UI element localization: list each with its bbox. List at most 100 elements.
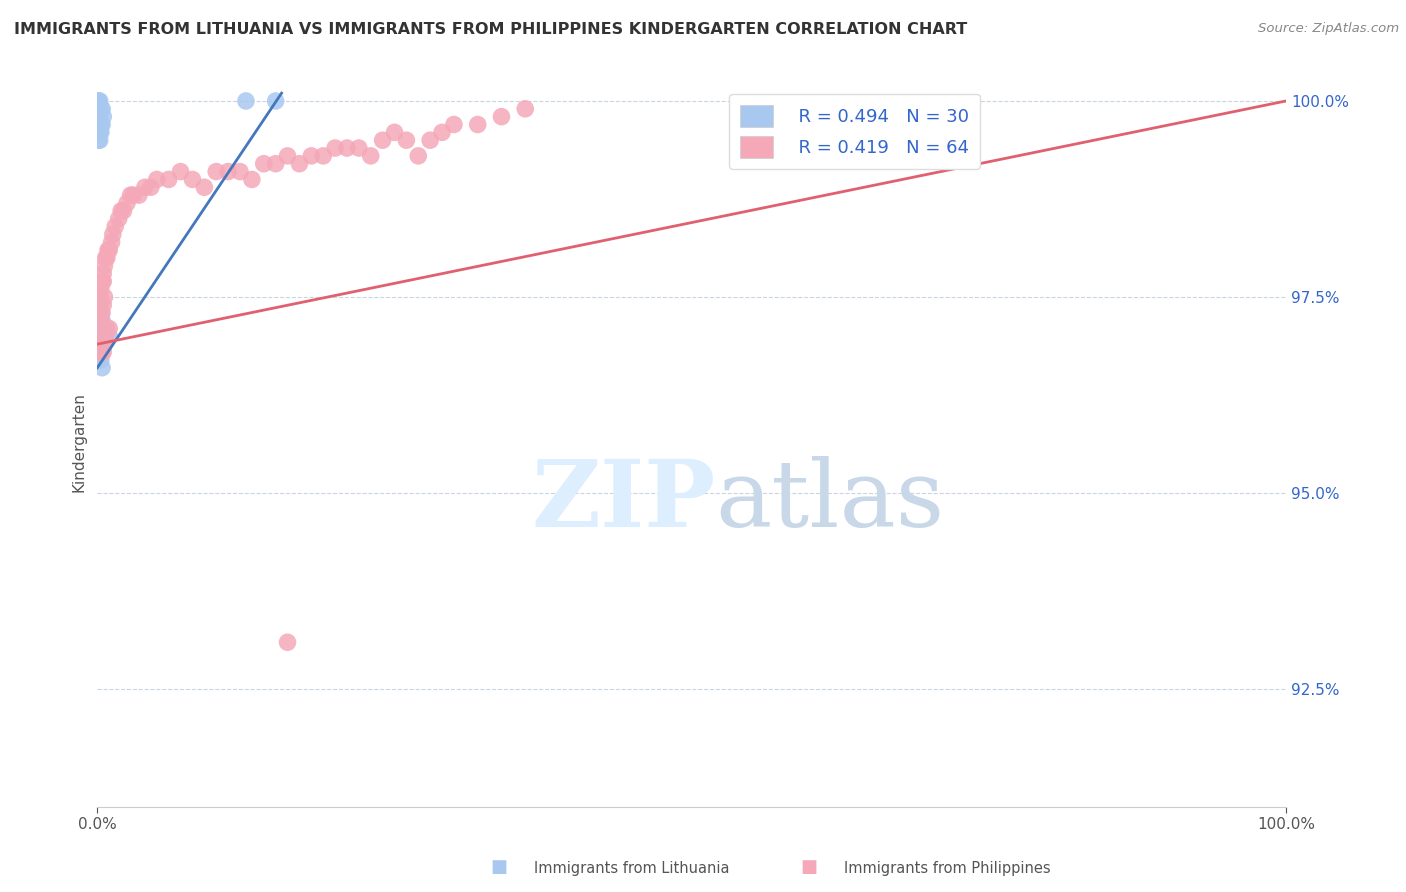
Point xyxy=(115,196,138,211)
Point xyxy=(87,290,110,304)
Point xyxy=(253,157,276,171)
Text: ZIP: ZIP xyxy=(531,456,716,546)
Text: ■: ■ xyxy=(491,858,508,876)
Point xyxy=(288,157,311,171)
Point xyxy=(235,94,257,108)
Point xyxy=(87,298,110,312)
Point xyxy=(91,306,114,320)
Point xyxy=(89,345,111,359)
Point xyxy=(97,243,120,257)
Point xyxy=(467,118,489,132)
Point xyxy=(91,118,114,132)
Point xyxy=(205,164,228,178)
Point xyxy=(90,306,112,320)
Point xyxy=(90,102,112,116)
Point xyxy=(181,172,204,186)
Point xyxy=(336,141,359,155)
Point xyxy=(90,352,112,367)
Point xyxy=(91,102,114,116)
Point xyxy=(90,345,112,359)
Point xyxy=(87,133,110,147)
Point xyxy=(91,360,114,375)
Point xyxy=(515,102,537,116)
Point xyxy=(91,298,114,312)
Point xyxy=(91,274,114,288)
Point xyxy=(96,321,118,335)
Text: atlas: atlas xyxy=(716,456,945,546)
Point xyxy=(419,133,441,147)
Point xyxy=(96,251,118,265)
Point xyxy=(90,282,112,296)
Point xyxy=(89,110,111,124)
Point xyxy=(87,110,110,124)
Point xyxy=(104,219,127,234)
Point xyxy=(100,235,122,249)
Point xyxy=(157,172,180,186)
Point xyxy=(87,337,110,351)
Point xyxy=(193,180,215,194)
Point xyxy=(89,94,111,108)
Point xyxy=(87,125,110,139)
Point xyxy=(90,313,112,327)
Point xyxy=(395,133,418,147)
Point xyxy=(101,227,124,242)
Legend:   R = 0.494   N = 30,   R = 0.419   N = 64: R = 0.494 N = 30, R = 0.419 N = 64 xyxy=(730,94,980,169)
Text: ■: ■ xyxy=(800,858,817,876)
Point xyxy=(91,313,114,327)
Point xyxy=(264,94,287,108)
Point xyxy=(91,345,114,359)
Point xyxy=(89,290,111,304)
Point xyxy=(430,125,453,139)
Point xyxy=(277,635,299,649)
Point xyxy=(86,337,108,351)
Point xyxy=(169,164,191,178)
Point xyxy=(112,203,135,218)
Point xyxy=(406,149,429,163)
Point xyxy=(240,172,263,186)
Point xyxy=(89,298,111,312)
Point xyxy=(98,243,121,257)
Point xyxy=(94,251,117,265)
Point xyxy=(91,110,114,124)
Point xyxy=(491,110,513,124)
Point xyxy=(86,94,108,108)
Y-axis label: Kindergarten: Kindergarten xyxy=(72,392,86,492)
Point xyxy=(89,290,111,304)
Point xyxy=(89,329,111,343)
Point xyxy=(443,118,465,132)
Point xyxy=(90,125,112,139)
Point xyxy=(299,149,322,163)
Point xyxy=(139,180,162,194)
Point xyxy=(91,321,114,335)
Text: Immigrants from Lithuania: Immigrants from Lithuania xyxy=(534,861,730,876)
Point xyxy=(384,125,406,139)
Point xyxy=(146,172,169,186)
Text: Immigrants from Philippines: Immigrants from Philippines xyxy=(844,861,1050,876)
Point xyxy=(110,203,132,218)
Point xyxy=(87,94,110,108)
Point xyxy=(98,329,121,343)
Point xyxy=(360,149,382,163)
Point xyxy=(371,133,394,147)
Point xyxy=(217,164,239,178)
Point xyxy=(229,164,252,178)
Point xyxy=(89,125,111,139)
Point xyxy=(93,290,115,304)
Point xyxy=(264,157,287,171)
Point xyxy=(91,274,114,288)
Point xyxy=(120,188,142,202)
Point xyxy=(134,180,156,194)
Point xyxy=(94,329,117,343)
Point xyxy=(312,149,335,163)
Text: IMMIGRANTS FROM LITHUANIA VS IMMIGRANTS FROM PHILIPPINES KINDERGARTEN CORRELATIO: IMMIGRANTS FROM LITHUANIA VS IMMIGRANTS … xyxy=(14,22,967,37)
Point xyxy=(91,267,114,281)
Point xyxy=(98,321,121,335)
Point xyxy=(277,149,299,163)
Point xyxy=(107,211,129,226)
Point xyxy=(347,141,370,155)
Point xyxy=(93,337,115,351)
Point xyxy=(93,259,115,273)
Point xyxy=(87,306,110,320)
Point xyxy=(323,141,346,155)
Point xyxy=(90,118,112,132)
